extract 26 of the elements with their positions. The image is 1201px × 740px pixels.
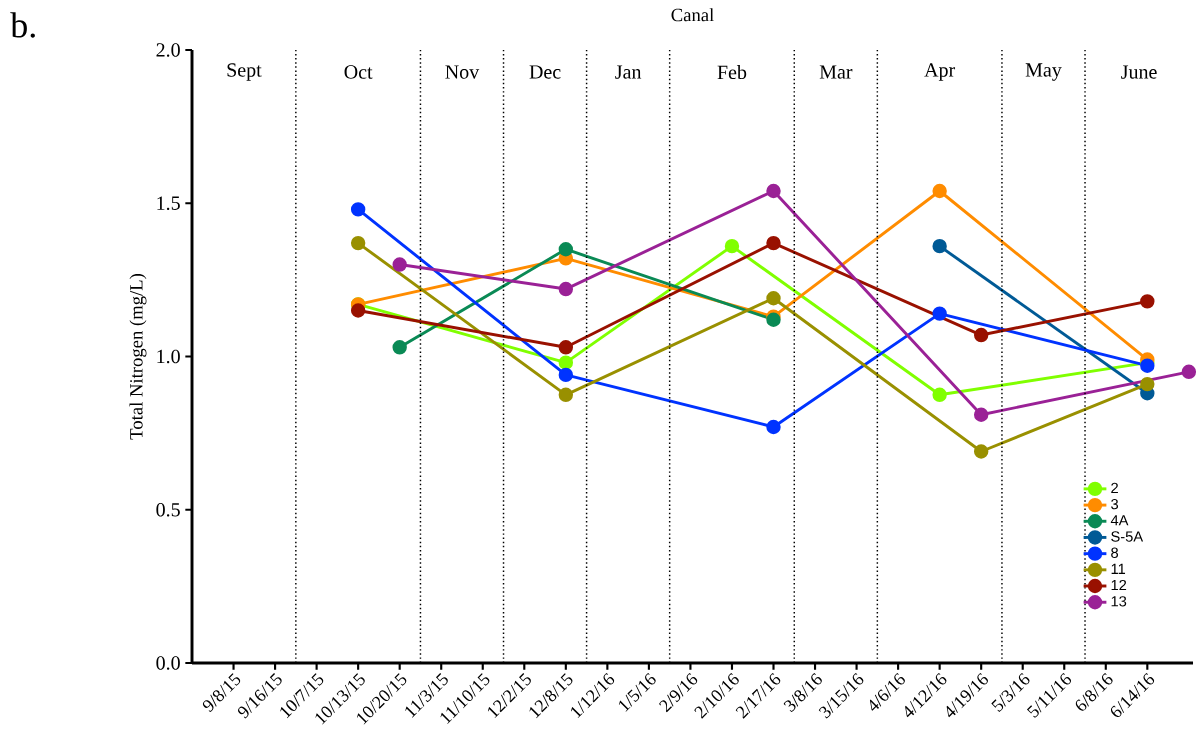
y-axis-title: Total Nitrogen (mg/L) — [129, 273, 147, 440]
annotation: Feb — [717, 65, 747, 80]
y-tick-label: 1.5 — [157, 196, 180, 210]
annotation: Jan — [615, 65, 642, 79]
annotation: May — [1025, 63, 1062, 81]
annotation: Apr — [924, 63, 956, 81]
legend-label: 4A — [1110, 515, 1129, 526]
y-tick-label: 0.5 — [156, 502, 180, 517]
annotation: June — [1121, 65, 1157, 79]
legend-label: 13 — [1111, 596, 1127, 607]
chart-title: Canal — [671, 8, 714, 22]
y-tick-label: 1.0 — [157, 349, 180, 364]
legend-label: 8 — [1111, 547, 1119, 558]
annotation: Mar — [819, 65, 853, 79]
legend-label: 3 — [1111, 498, 1119, 510]
annotation: Oct — [344, 65, 373, 79]
annotation: Sept — [227, 63, 262, 81]
annotation: Nov — [445, 65, 480, 79]
legend-label: 12 — [1111, 579, 1127, 591]
text: b. — [10, 12, 35, 38]
legend-label: S-5A — [1111, 531, 1144, 542]
legend-label: 2 — [1111, 482, 1118, 493]
y-tick-label: 2.0 — [156, 43, 180, 57]
y-tick-label: 0.0 — [156, 656, 180, 670]
annotation: Dec — [529, 65, 561, 79]
legend-label: 11 — [1111, 563, 1126, 574]
